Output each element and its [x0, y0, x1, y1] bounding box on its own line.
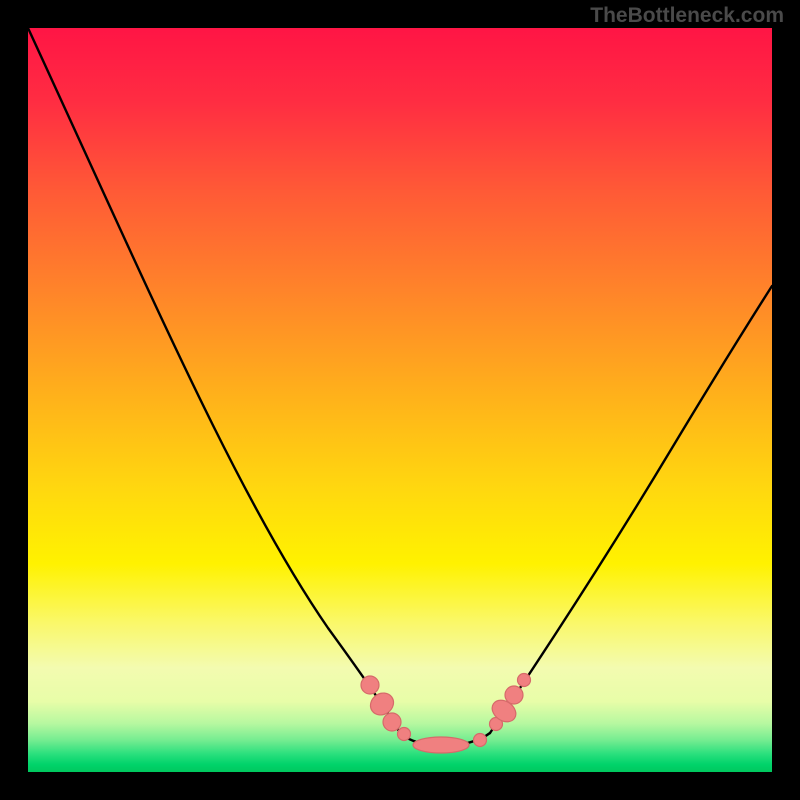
gradient-background — [28, 28, 772, 772]
watermark-text: TheBottleneck.com — [590, 4, 784, 28]
chart-frame: TheBottleneck.com — [0, 0, 800, 800]
data-marker — [505, 686, 523, 704]
data-marker — [413, 737, 469, 753]
data-marker — [361, 676, 379, 694]
plot-area — [28, 28, 772, 772]
data-marker — [518, 674, 531, 687]
data-marker — [383, 713, 401, 731]
data-marker — [474, 734, 487, 747]
data-marker — [398, 728, 411, 741]
chart-svg — [0, 0, 800, 800]
